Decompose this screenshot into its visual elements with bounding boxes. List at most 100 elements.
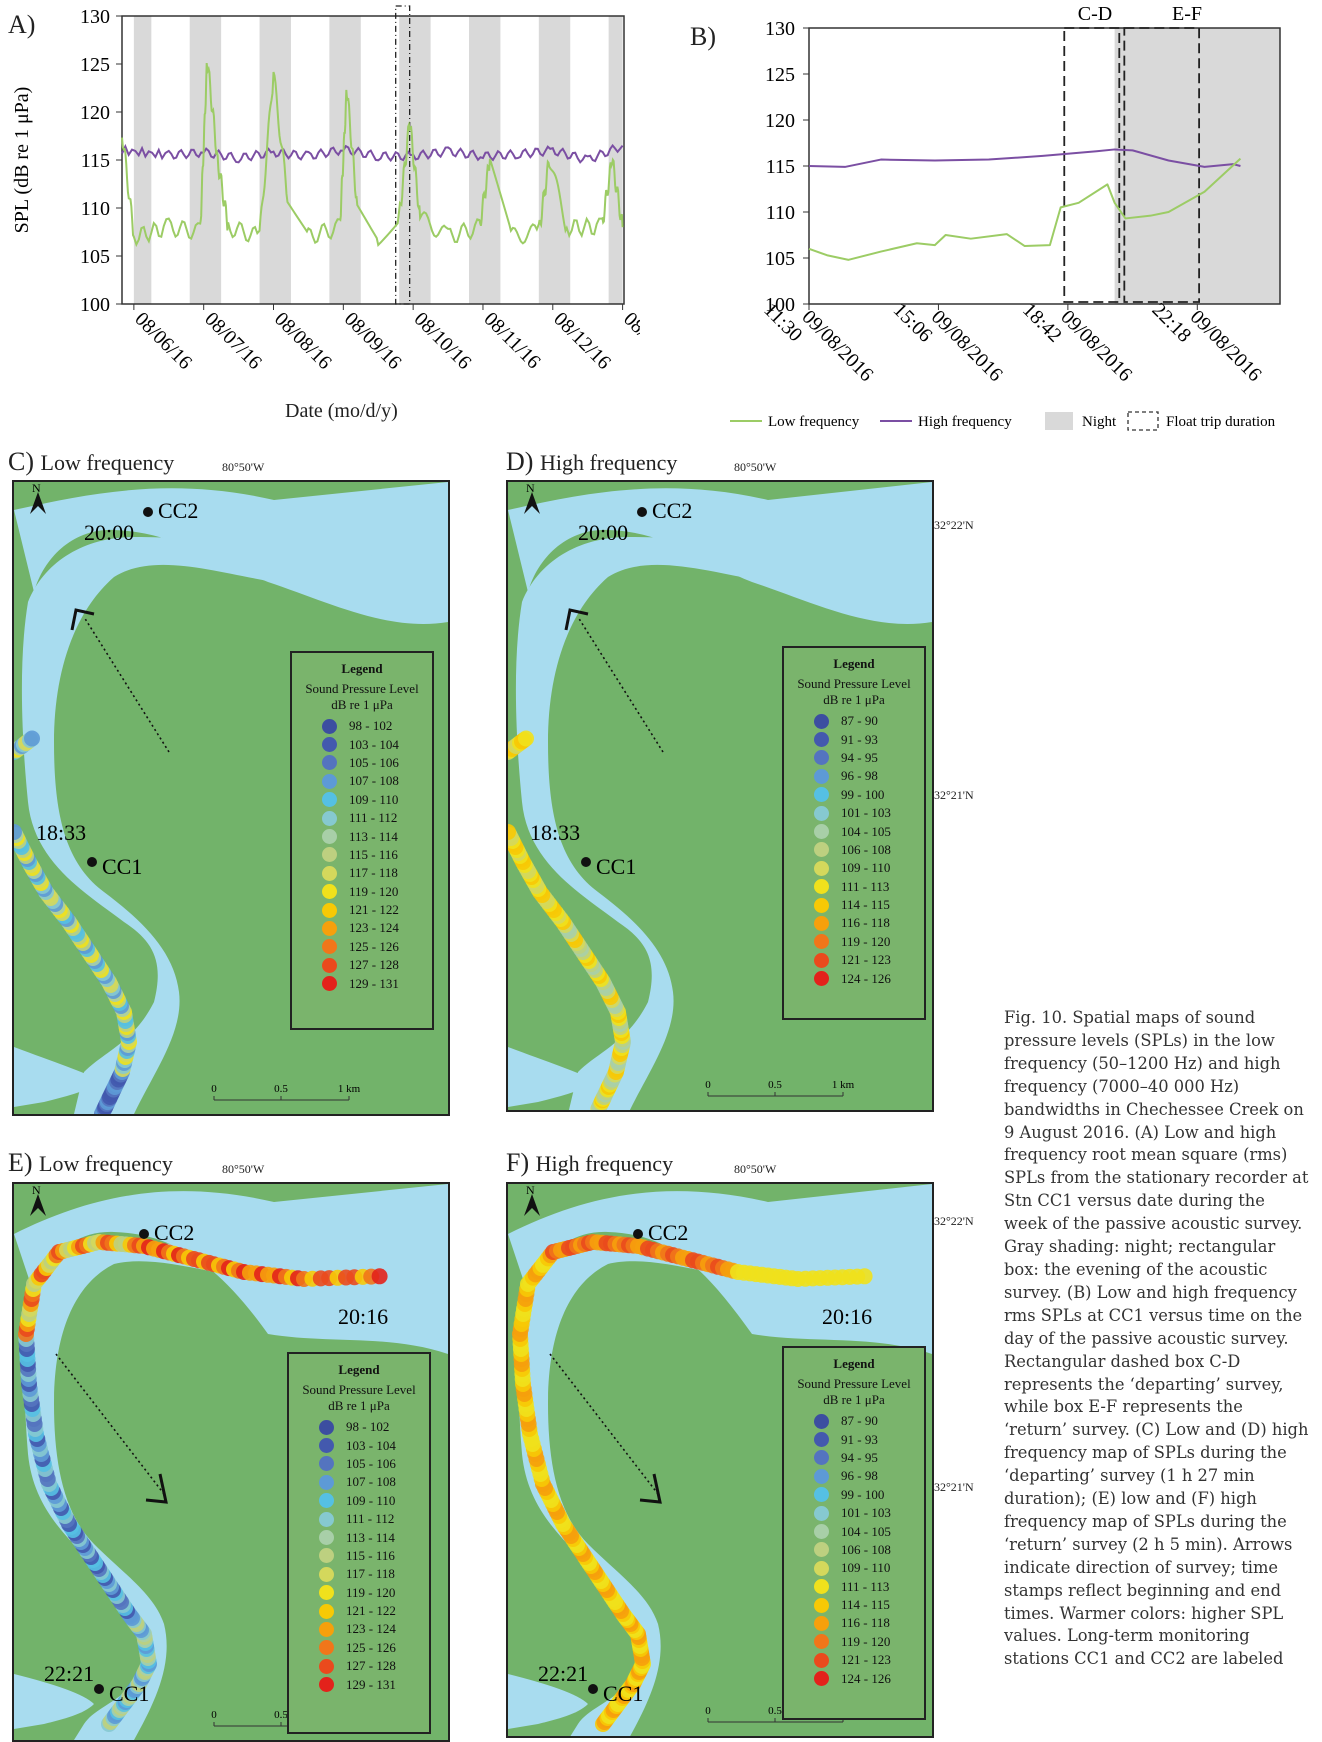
legend-swatch	[814, 1413, 829, 1429]
legend-row: 94 - 95	[784, 1449, 924, 1467]
legend-f-unit: dB re 1 μPa	[823, 1392, 885, 1407]
scale-label: 0.5	[274, 1083, 288, 1095]
legend-row: 107 - 108	[292, 772, 432, 790]
ytick-label-a-4: 120	[80, 102, 110, 124]
legend-row: 117 - 118	[292, 864, 432, 882]
legend-row: 129 - 131	[292, 974, 432, 992]
legend-swatch	[322, 957, 337, 973]
legend-range-label: 98 - 102	[349, 718, 393, 734]
ytick-label-a-1: 105	[80, 246, 110, 268]
legend-range-label: 99 - 100	[841, 1486, 885, 1502]
legend-swatch	[319, 1493, 334, 1509]
legend-swatch	[322, 902, 337, 918]
north-label: N	[32, 1184, 41, 1197]
creek-channel	[24, 1240, 448, 1740]
legend-swatch	[814, 1524, 829, 1540]
station-cc2: CC2	[633, 1220, 688, 1245]
legend-range-label: 104 - 105	[841, 1523, 891, 1539]
legend-row: 98 - 102	[289, 1418, 429, 1436]
legend-range-label: 123 - 124	[349, 920, 399, 936]
legend-range-label: 113 - 114	[346, 1529, 395, 1545]
legend-range-label: 107 - 108	[346, 1474, 396, 1490]
legend-swatch	[814, 713, 829, 729]
legend-d: Legend Sound Pressure Level dB re 1 μPa …	[782, 646, 926, 1020]
legend-range-label: 91 - 93	[841, 731, 878, 747]
legend-range-label: 123 - 124	[346, 1621, 396, 1637]
legend-swatch	[319, 1456, 334, 1472]
box-ef-label: E-F	[1172, 3, 1202, 25]
creek-branch	[14, 1047, 104, 1107]
map-e-lon: 80°50'W	[222, 1162, 265, 1176]
legend-row: 87 - 90	[784, 712, 924, 730]
station-cc1-label: CC1	[596, 854, 636, 879]
ytick-label-b-5: 125	[765, 64, 795, 86]
time-end: 20:16	[338, 1304, 388, 1329]
legend-row: 121 - 123	[784, 1651, 924, 1669]
north-arrow-icon: N	[30, 482, 46, 514]
legend-f-subtitle: Sound Pressure Level	[797, 1376, 911, 1391]
legend-swatch	[322, 810, 337, 826]
legend-swatch	[319, 1438, 334, 1454]
legend-swatch	[814, 1542, 829, 1558]
creek-branch	[508, 1674, 588, 1729]
legend-row: 111 - 113	[784, 1578, 924, 1596]
night-band-a-6	[538, 16, 571, 304]
scale-label: 1 km	[338, 1083, 361, 1095]
night-band-a-3	[329, 16, 361, 304]
night-band-a-5	[469, 16, 501, 304]
legend-range-label: 109 - 110	[349, 791, 399, 807]
legend-range-label: 101 - 103	[841, 1505, 891, 1521]
legend-swatch	[319, 1474, 334, 1490]
legend-swatch	[319, 1530, 334, 1546]
legend-e-title: Legend	[338, 1362, 380, 1377]
scale-label: 0	[211, 1083, 217, 1095]
scale-label: 0	[211, 1709, 217, 1721]
station-cc1: CC1	[588, 1681, 643, 1706]
map-c-letter: C)	[8, 447, 34, 476]
legend-swatch	[814, 787, 829, 803]
legend-row: 121 - 122	[289, 1602, 429, 1620]
legend-swatch	[814, 1579, 829, 1595]
legend-row: 105 - 106	[289, 1455, 429, 1473]
legend-swatch	[319, 1548, 334, 1564]
legend-swatch	[814, 952, 829, 968]
station-cc1-label: CC1	[102, 854, 142, 879]
time-start: 18:33	[530, 820, 580, 845]
legend-range-label: 111 - 113	[841, 878, 890, 894]
legend-swatch	[814, 805, 829, 821]
legend-row: 119 - 120	[292, 883, 432, 901]
map-f-lat21: 32°21'N	[934, 1480, 974, 1494]
legend-swatch	[814, 1634, 829, 1650]
y-axis-label-a: SPL (dB re 1 μPa)	[11, 87, 33, 234]
legend-row: 91 - 93	[784, 1430, 924, 1448]
direction-arrow-icon	[70, 608, 170, 753]
legend-range-label: 129 - 131	[346, 1676, 396, 1692]
legend-swatch	[814, 768, 829, 784]
legend-range-label: 119 - 120	[841, 933, 891, 949]
legend-row: 109 - 110	[784, 859, 924, 877]
map-e-title: E) Low frequency	[8, 1148, 173, 1178]
legend-row: 129 - 131	[289, 1675, 429, 1693]
map-d-subtitle: High frequency	[539, 450, 678, 475]
creek-channel	[518, 1240, 932, 1736]
map-f-lon: 80°50'W	[734, 1162, 777, 1176]
legend-row: 103 - 104	[289, 1436, 429, 1454]
legend-range-label: 96 - 98	[841, 768, 878, 784]
legend-row: 125 - 126	[289, 1639, 429, 1657]
xtick-label-b-0: 09/08/201611:30	[759, 283, 877, 401]
scale-label: 1 km	[832, 1079, 855, 1091]
north-label: N	[526, 482, 535, 495]
legend-swatch	[814, 1615, 829, 1631]
legend-range-label: 91 - 93	[841, 1431, 878, 1447]
time-start: 22:21	[538, 1661, 588, 1686]
legend-swatch	[319, 1640, 334, 1656]
legend-range-label: 117 - 118	[349, 865, 398, 881]
legend-range-label: 87 - 90	[841, 1413, 878, 1429]
north-arrow-icon: N	[524, 482, 540, 514]
legend-range-label: 114 - 115	[841, 897, 890, 913]
legend-swatch	[322, 847, 337, 863]
xtick-label-a-3: 08/09/16	[340, 308, 406, 374]
legend-row: 99 - 100	[784, 786, 924, 804]
legend-row: 104 - 105	[784, 822, 924, 840]
legend-row: 96 - 98	[784, 1467, 924, 1485]
